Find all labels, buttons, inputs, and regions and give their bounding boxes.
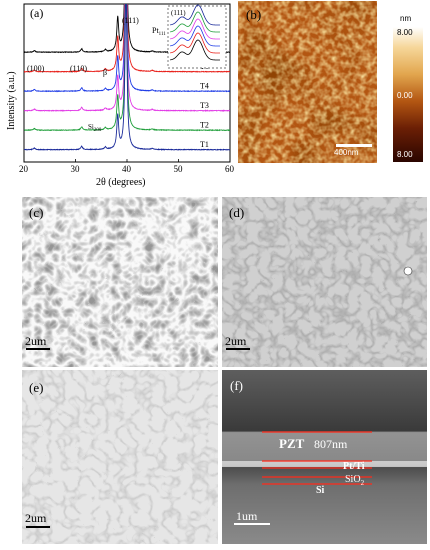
sem-image-e xyxy=(22,370,218,544)
panel-a-letter: (a) xyxy=(30,6,43,20)
panel-f-letter: (f) xyxy=(230,378,243,394)
y-axis-label: Intensity (a.u.) xyxy=(6,71,17,130)
x-tick-label: 40 xyxy=(122,164,132,174)
scale-bar-e xyxy=(26,526,50,528)
layer-sio2-label: SiO2 xyxy=(345,474,364,487)
x-axis-label: 2θ (degrees) xyxy=(96,177,146,188)
scale-text-e: 2um xyxy=(25,511,46,526)
layer-pzt-label: PZT xyxy=(279,436,304,452)
thickness-label: 807nm xyxy=(314,437,347,452)
scale-text-f: 1um xyxy=(236,509,257,524)
x-tick-label: 20 xyxy=(19,164,29,174)
cross-section-panel: (f) PZT 807nm Pt/Ti SiO2 Si 1um xyxy=(222,370,427,544)
afm-image-panel: (b) 400nm xyxy=(238,1,377,163)
series-label-t1: T1 xyxy=(200,140,209,149)
scale-text-c: 2um xyxy=(25,334,46,349)
sem-panel-c: (c) 2um xyxy=(22,197,218,367)
series-label-t4: T4 xyxy=(200,82,209,91)
afm-scale-bar xyxy=(336,144,372,147)
colorbar-min: 8.00 xyxy=(397,150,413,159)
sem-panel-e: (e) 2um xyxy=(22,370,218,544)
peak-label-111: (111) xyxy=(122,16,139,25)
scale-text-d: 2um xyxy=(225,334,246,349)
peak-label-beta: β xyxy=(103,68,107,77)
panel-c-letter: (c) xyxy=(29,205,43,221)
series-label-t3: T3 xyxy=(200,101,209,110)
xrd-chart: T8T6T4T3T2T1 (111) 2030405060 (a) (100) … xyxy=(0,0,236,190)
xrd-chart-panel: T8T6T4T3T2T1 (111) 2030405060 (a) (100) … xyxy=(0,0,236,190)
peak-label-110: (110) xyxy=(70,64,87,73)
colorbar-unit: nm xyxy=(400,14,411,23)
colorbar-mid: 0.00 xyxy=(397,91,413,100)
x-tick-label: 30 xyxy=(71,164,81,174)
afm-scale-text: 400nm xyxy=(334,148,358,157)
layer-si-label: Si xyxy=(316,485,324,496)
inset-label: (111) xyxy=(171,9,186,17)
panel-d-letter: (d) xyxy=(229,205,244,221)
panel-e-letter: (e) xyxy=(29,380,43,396)
afm-image xyxy=(238,1,377,163)
x-tick-label: 60 xyxy=(225,164,235,174)
sem-image-c xyxy=(22,197,218,367)
x-tick-label: 50 xyxy=(174,164,184,174)
series-label-t2: T2 xyxy=(200,121,209,130)
sem-panel-d: (d) 2um xyxy=(222,197,427,367)
peak-label-100: (100) xyxy=(27,64,45,73)
layer-ptti-label: Pt/Ti xyxy=(343,461,364,472)
colorbar-max: 8.00 xyxy=(397,28,413,37)
sem-image-d xyxy=(222,197,427,367)
panel-b-letter: (b) xyxy=(246,7,261,23)
